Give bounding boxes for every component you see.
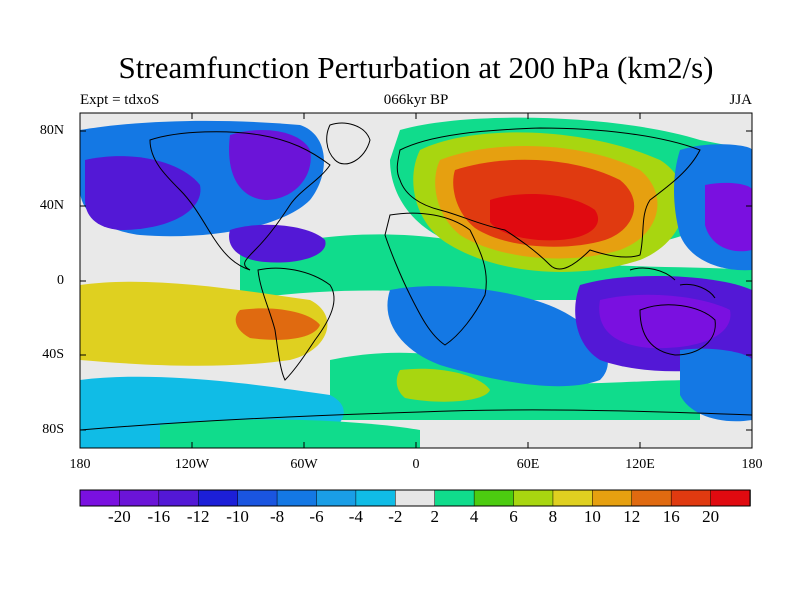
contour-field — [80, 117, 752, 448]
lon-label-180e: 180 — [741, 457, 763, 472]
colorbar-swatch-1 — [119, 489, 160, 507]
coastline-europe-asia — [396, 127, 701, 270]
contour-west-pacific-neg-16 — [705, 182, 752, 252]
contour-southern-ocean-pos — [396, 368, 490, 402]
lon-label-180w: 180 — [69, 457, 91, 472]
lat-label-80s: 80S — [42, 422, 64, 437]
colorbar-label: -8 — [270, 507, 285, 526]
coastline-indonesia — [629, 267, 716, 299]
colorbar-label: -10 — [226, 507, 249, 526]
colorbar-swatch-9 — [434, 489, 475, 507]
colorbar-label: -6 — [309, 507, 324, 526]
colorbar-swatch-2 — [158, 489, 199, 507]
experiment-label: Expt = tdxoS — [80, 92, 160, 108]
coastline-africa — [384, 212, 487, 346]
contour-australia-neg-16 — [599, 294, 731, 349]
lon-label-120e: 120E — [625, 457, 655, 472]
colorbar-label: -16 — [147, 507, 171, 526]
colorbar-label: 12 — [623, 507, 641, 526]
colorbar-label: 20 — [702, 507, 720, 526]
colorbar-swatch-12 — [552, 489, 594, 507]
colorbar-label: 10 — [583, 507, 601, 526]
lat-label-40n: 40N — [39, 198, 64, 213]
lon-label-0: 0 — [412, 457, 420, 472]
coastline-greenland — [326, 122, 371, 165]
contour-pacific-north-neg-8 — [85, 156, 201, 230]
lon-label-120w: 120W — [174, 457, 210, 472]
coastline-antarctica — [80, 409, 752, 431]
contour-south-pacific-pos-12 — [235, 308, 320, 340]
colorbar-swatch-14 — [631, 489, 672, 507]
colorbar-label: 6 — [509, 507, 518, 526]
contour-east-pacific-neg — [680, 348, 752, 422]
contour-south-indian-neg — [387, 286, 608, 387]
colorbar-frame — [79, 489, 751, 507]
season-label: JJA — [729, 92, 752, 108]
contour-caribbean-neg — [229, 224, 326, 263]
contour-south-pacific-pos — [80, 281, 328, 366]
colorbar — [79, 489, 751, 507]
colorbar-label: -4 — [348, 507, 363, 526]
lat-label-80n: 80N — [39, 123, 64, 138]
coastline-south-america — [257, 267, 335, 381]
colorbar-swatch-0 — [79, 489, 121, 507]
time-label: 066kyr BP — [383, 92, 449, 108]
lon-label-60w: 60W — [290, 457, 318, 472]
colorbar-swatch-7 — [355, 489, 397, 507]
coastline-north-america — [149, 131, 331, 271]
axis-ticks — [79, 113, 753, 448]
contour-canada-neg — [229, 130, 311, 200]
coastlines — [80, 122, 752, 431]
coastline-australia — [639, 304, 716, 356]
colorbar-label: 8 — [548, 507, 558, 526]
colorbar-swatch-3 — [197, 489, 239, 507]
lon-label-60e: 60E — [516, 457, 540, 472]
colorbar-swatch-6 — [316, 489, 357, 507]
colorbar-swatch-15 — [670, 489, 712, 507]
colorbar-swatch-16 — [710, 489, 751, 507]
colorbar-label: -20 — [108, 507, 131, 526]
colorbar-label: 16 — [662, 507, 680, 526]
lat-label-40s: 40S — [42, 347, 64, 362]
colorbar-swatch-8 — [395, 489, 436, 507]
colorbar-swatch-11 — [513, 489, 554, 507]
colorbar-swatch-10 — [473, 489, 515, 507]
colorbar-swatch-13 — [592, 489, 633, 507]
colorbar-label: -12 — [186, 507, 210, 526]
map-title: Streamfunction Perturbation at 200 hPa (… — [118, 50, 714, 85]
colorbar-swatch-5 — [276, 489, 318, 507]
colorbar-swatch-4 — [237, 489, 278, 507]
colorbar-label: 2 — [430, 507, 439, 526]
colorbar-label: -2 — [388, 507, 403, 526]
contour-eurasia-20 — [490, 194, 599, 241]
lat-label-0: 0 — [57, 273, 64, 288]
contour-antarctic-green — [160, 419, 420, 448]
colorbar-label: 4 — [469, 507, 479, 526]
